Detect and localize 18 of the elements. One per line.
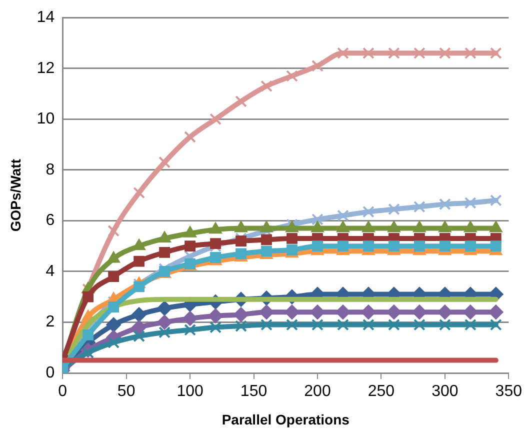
y-tick-label: 8	[46, 161, 55, 178]
y-tick-label: 2	[46, 314, 55, 331]
x-tick-label: 0	[58, 383, 68, 400]
x-tick-label: 100	[176, 383, 204, 400]
x-tick-label: 250	[368, 383, 395, 400]
y-tick-label: 10	[36, 110, 55, 128]
x-tick-label: 150	[240, 383, 268, 400]
x-axis-title: Parallel Operations	[222, 411, 350, 428]
x-tick-label: 200	[304, 383, 331, 400]
x-tick-label: 350	[495, 383, 522, 400]
x-tick-label: 50	[117, 383, 136, 400]
y-tick-label: 0	[46, 364, 55, 382]
x-tick-label: 300	[432, 383, 458, 400]
y-tick-label: 4	[46, 262, 55, 280]
y-tick-label: 6	[46, 212, 55, 230]
y-tick-label: 12	[36, 60, 55, 77]
y-axis-title: GOPs/Watt	[7, 158, 24, 232]
y-tick-label: 14	[36, 9, 55, 26]
